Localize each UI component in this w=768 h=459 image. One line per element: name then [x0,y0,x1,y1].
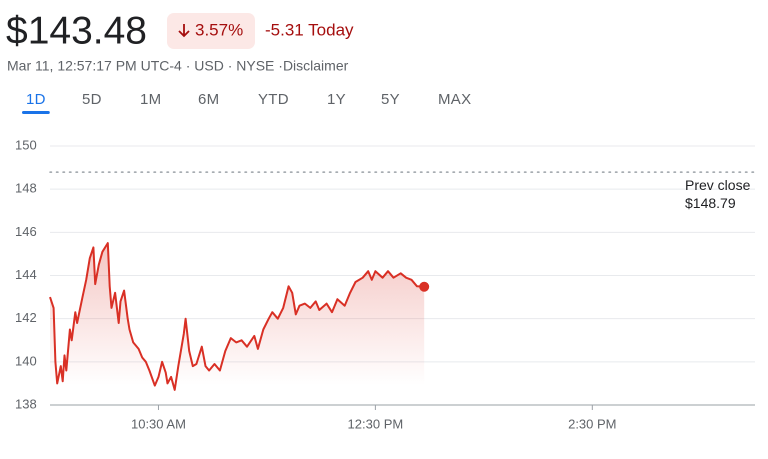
y-tick-label: 142 [15,310,37,325]
price-line [49,242,425,391]
range-tab[interactable]: 1Y [327,91,346,108]
y-tick-label: 148 [15,181,37,196]
range-tab[interactable]: 5Y [381,91,400,108]
y-tick-label: 150 [15,137,37,152]
down-arrow [178,24,190,38]
range-tab[interactable]: MAX [438,91,471,108]
y-tick-label: 140 [15,353,37,368]
range-tab[interactable]: 5D [82,91,102,108]
last-point [419,281,430,292]
range-tabs: 1D 5D 1M 6M YTD 1Y 5Y MAX [22,91,471,114]
y-tick-label: 138 [15,396,37,411]
prev-close-value: $148.79 [685,195,736,211]
change-today: -5.31 Today [265,20,354,39]
tab-underline [22,111,50,114]
y-tick-label: 146 [15,224,37,239]
range-tab[interactable]: 1M [140,91,161,108]
range-tab[interactable]: 1D [26,91,46,108]
price-area [50,243,425,405]
y-tick-label: 144 [15,267,37,282]
price: $143.48 [6,9,147,52]
change-badge [167,13,255,49]
x-tick-label: 2:30 PM [568,416,616,431]
x-tick-label: 10:30 AM [131,416,186,431]
quote-info: Mar 11, 12:57:17 PM UTC-4 · USD · NYSE · [7,58,283,74]
x-tick-label: 12:30 PM [348,416,404,431]
range-tab[interactable]: YTD [258,91,289,108]
range-tab[interactable]: 6M [198,91,219,108]
prev-close-text: Prev close [685,177,751,193]
disclaimer-link[interactable]: Disclaimer [283,58,349,74]
change-percent: 3.57% [195,20,243,39]
chart: 138 140 142 144 146 148 150 10:30 AM 12:30 PM 2:3… [15,137,756,431]
